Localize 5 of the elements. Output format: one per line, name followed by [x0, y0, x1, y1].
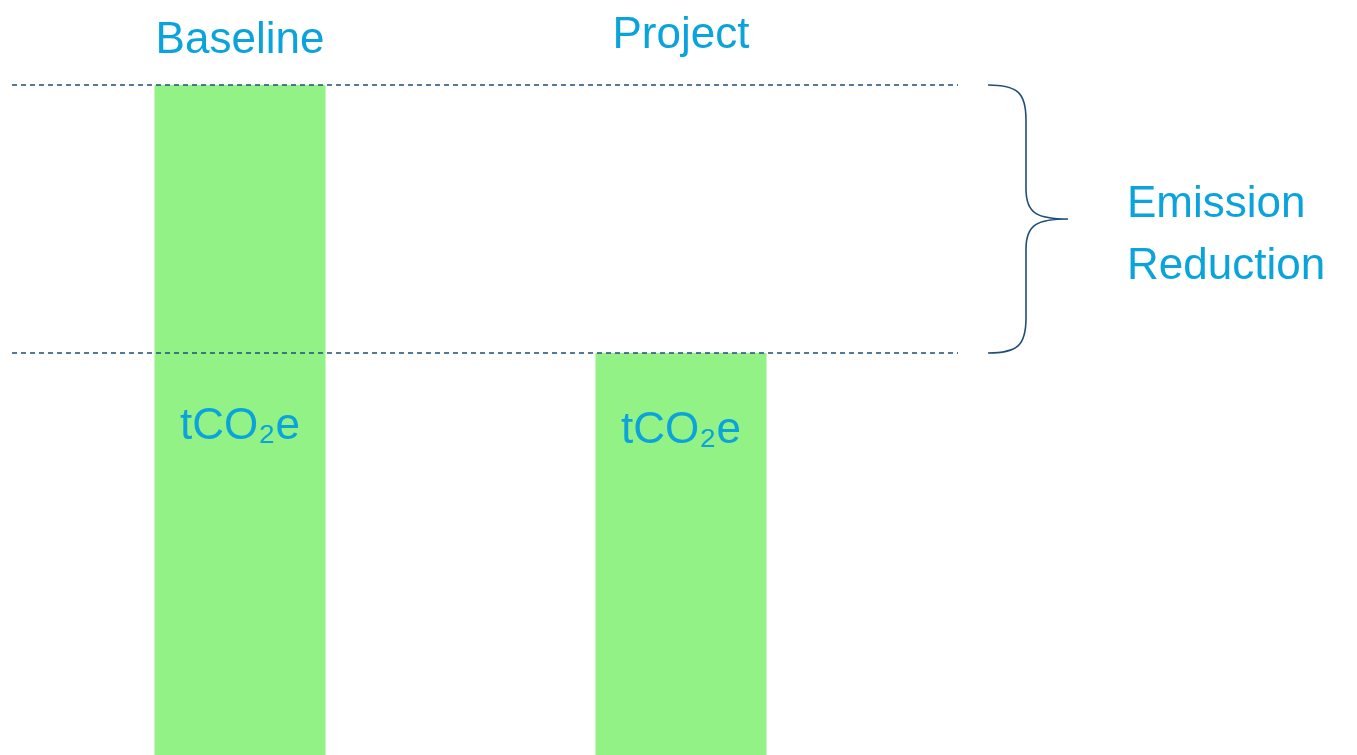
text: Emission Reduction: [1127, 177, 1326, 288]
annotation: tCO₂e: [180, 399, 300, 448]
annotation: tCO₂e: [621, 403, 741, 452]
x-tick-label: Baseline: [155, 13, 325, 62]
x-tick-label: Project: [612, 8, 750, 57]
